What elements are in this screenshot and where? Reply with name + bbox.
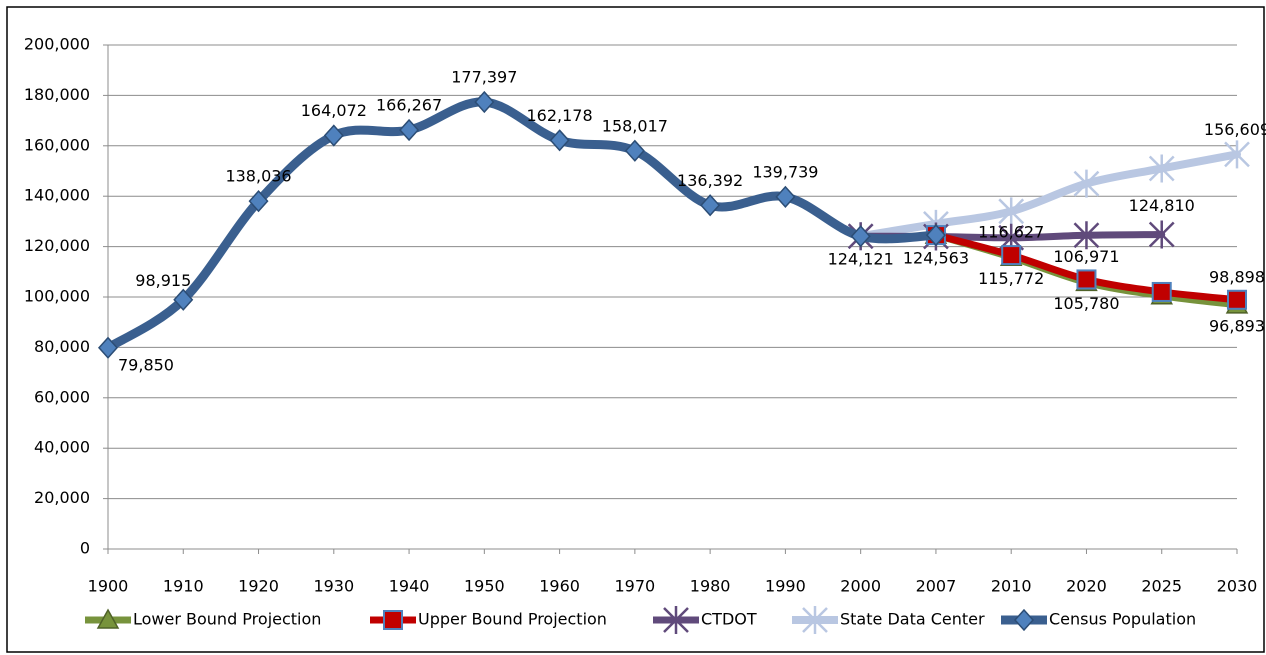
point-marker xyxy=(1073,221,1100,250)
y-tick-label: 140,000 xyxy=(24,186,90,205)
data-label: 166,267 xyxy=(376,96,442,115)
legend-label: Lower Bound Projection xyxy=(133,610,321,629)
legend-marker xyxy=(663,606,689,634)
data-label: 79,850 xyxy=(118,355,174,374)
x-tick-label: 1930 xyxy=(313,577,354,596)
x-tick-label: 2010 xyxy=(991,577,1032,596)
x-tick-label: 2030 xyxy=(1217,577,1258,596)
data-label: 158,017 xyxy=(602,116,668,135)
data-label: 116,627 xyxy=(978,223,1044,242)
point-marker xyxy=(1148,154,1175,183)
data-label: 138,036 xyxy=(225,167,291,186)
y-tick-label: 120,000 xyxy=(24,236,90,255)
legend-marker xyxy=(1013,608,1035,632)
series xyxy=(97,90,946,359)
data-label: 115,772 xyxy=(978,269,1044,288)
y-tick-label: 60,000 xyxy=(34,387,90,406)
point-marker xyxy=(474,90,495,114)
y-tick-label: 180,000 xyxy=(24,85,90,104)
point-marker xyxy=(1073,169,1100,198)
y-tick-label: 40,000 xyxy=(34,438,90,457)
chart-border xyxy=(6,6,1265,653)
data-label: 98,915 xyxy=(135,271,191,290)
x-tick-label: 1980 xyxy=(690,577,731,596)
point-marker xyxy=(1148,220,1175,249)
point-marker xyxy=(1227,289,1247,310)
data-label: 124,563 xyxy=(903,249,969,268)
point-marker xyxy=(1076,269,1097,290)
legend-label: Census Population xyxy=(1049,610,1196,629)
point-marker xyxy=(775,185,796,208)
y-tick-label: 160,000 xyxy=(24,135,90,154)
point-marker xyxy=(1224,140,1250,169)
y-tick-label: 20,000 xyxy=(34,488,90,507)
data-label: 136,392 xyxy=(677,171,743,190)
point-marker xyxy=(399,118,420,142)
y-tick-label: 0 xyxy=(80,539,90,558)
data-label: 106,971 xyxy=(1053,247,1119,266)
x-tick-label: 1910 xyxy=(163,577,204,596)
point-marker xyxy=(323,124,344,147)
data-label: 162,178 xyxy=(527,106,593,125)
x-tick-label: 1940 xyxy=(389,577,430,596)
data-label: 139,739 xyxy=(752,162,818,181)
point-marker xyxy=(248,190,269,213)
point-marker xyxy=(97,336,119,359)
x-tick-label: 1920 xyxy=(238,577,279,596)
data-label: 177,397 xyxy=(451,67,517,86)
x-tick-label: 2020 xyxy=(1066,577,1107,596)
point-marker xyxy=(925,223,946,247)
point-marker xyxy=(1151,281,1172,302)
legend-label: Upper Bound Projection xyxy=(418,610,607,629)
x-tick-label: 1970 xyxy=(615,577,656,596)
point-marker xyxy=(624,139,645,162)
point-marker xyxy=(1001,245,1022,266)
data-label: 98,898 xyxy=(1209,267,1265,286)
x-tick-label: 2007 xyxy=(916,577,957,596)
point-marker xyxy=(998,197,1025,226)
point-marker xyxy=(173,288,194,311)
y-tick-label: 100,000 xyxy=(24,287,90,306)
x-tick-label: 2000 xyxy=(840,577,881,596)
legend-marker xyxy=(802,606,828,634)
data-label: 105,780 xyxy=(1053,294,1119,313)
data-label: 156,609 xyxy=(1204,120,1266,139)
x-tick-label: 1950 xyxy=(464,577,505,596)
data-label: 164,072 xyxy=(301,101,367,120)
data-label: 96,893 xyxy=(1209,316,1265,335)
legend-marker xyxy=(383,610,403,630)
y-tick-label: 200,000 xyxy=(24,35,90,54)
x-tick-label: 1900 xyxy=(88,577,129,596)
legend-marker xyxy=(96,608,120,629)
x-tick-label: 2025 xyxy=(1141,577,1182,596)
legend-label: State Data Center xyxy=(840,610,985,629)
data-label: 124,121 xyxy=(828,250,894,269)
x-tick-label: 1990 xyxy=(765,577,806,596)
x-tick-label: 1960 xyxy=(539,577,580,596)
legend-label: CTDOT xyxy=(701,610,757,629)
point-marker xyxy=(700,194,721,217)
y-tick-label: 80,000 xyxy=(34,337,90,356)
point-marker xyxy=(850,225,871,248)
point-marker xyxy=(549,129,570,152)
data-label: 124,810 xyxy=(1129,196,1195,215)
